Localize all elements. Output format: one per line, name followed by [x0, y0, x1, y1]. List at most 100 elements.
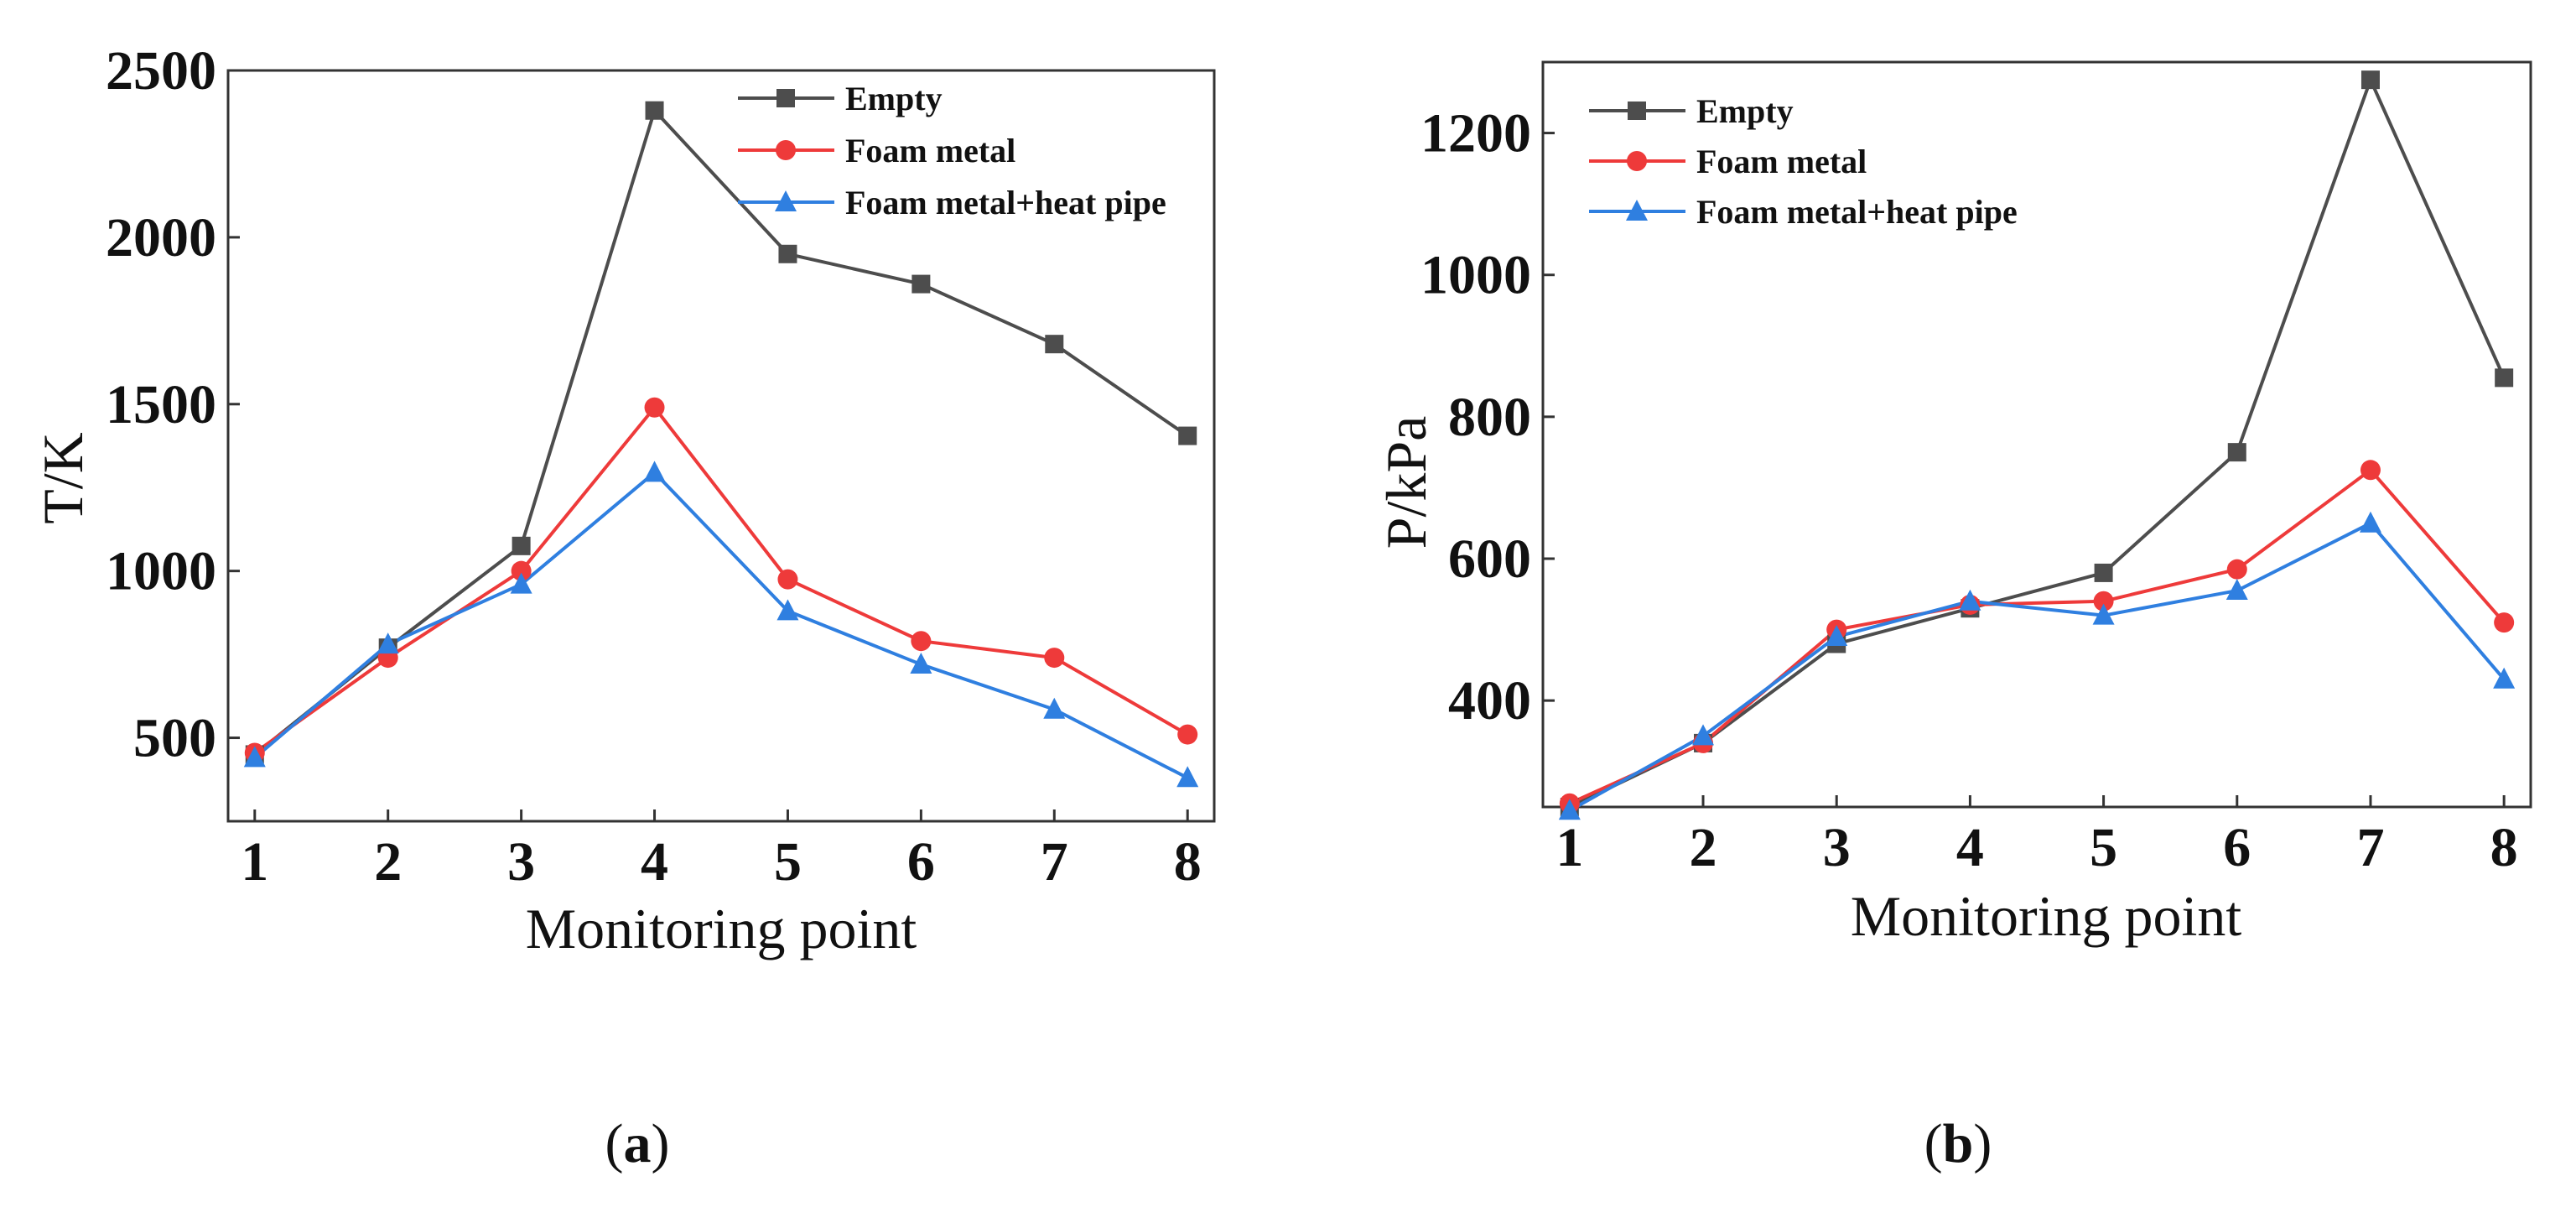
- chart-b-y-tick-label: 1200: [1420, 103, 1531, 164]
- chart-b-markers: [1558, 70, 2516, 820]
- chart-b-x-tick-label: 2: [1690, 817, 1717, 878]
- chart-a-y-tick-label: 2500: [106, 40, 216, 102]
- chart-a-legend-label: Foam metal+heat pipe: [845, 184, 1166, 221]
- chart-a-y-axis-label: T/K: [31, 432, 95, 524]
- chart-b-x-tick-label: 7: [2356, 817, 2384, 878]
- chart-b-x-tick-label: 3: [1823, 817, 1851, 878]
- chart-b-x-tick-label: 4: [1956, 817, 1984, 878]
- chart-b-plot-frame: [1541, 60, 2532, 809]
- chart-a-legend-marker: [775, 190, 797, 211]
- chart-b-point: [2495, 368, 2514, 388]
- chart-a-point: [510, 572, 532, 594]
- panel-label-b: (b): [1924, 1113, 1992, 1174]
- chart-b: 400 600 800 1000 1200 1 2 3 4 5 6 7 8 Monitoring po…: [1374, 60, 2532, 948]
- chart-a-point: [911, 274, 931, 294]
- chart-b-x-ticks: 1 2 3 4 5 6 7 8: [1555, 795, 2518, 878]
- chart-a-point: [776, 599, 799, 621]
- chart-a-legend: Empty Foam metal Foam metal+heat pipe: [738, 80, 1166, 221]
- chart-b-legend-marker: [1628, 102, 1646, 120]
- chart-a-x-tick-label: 4: [641, 831, 668, 893]
- chart-a-x-tick-label: 1: [241, 831, 268, 893]
- chart-a-x-axis-label: Monitoring point: [526, 897, 917, 960]
- chart-b-y-tick-label: 600: [1448, 528, 1531, 590]
- chart-a-legend-marker: [776, 89, 795, 107]
- chart-a-point: [1045, 335, 1064, 354]
- chart-b-y-tick-label: 1000: [1420, 245, 1531, 306]
- chart-b-point: [2360, 460, 2381, 481]
- chart-b-y-ticks: 400 600 800 1000 1200: [1420, 103, 1555, 731]
- chart-a-y-tick-label: 1500: [106, 374, 216, 435]
- panel-label-a-letter: a: [624, 1113, 652, 1174]
- chart-a-point: [512, 536, 531, 555]
- chart-b-y-tick-label: 800: [1448, 387, 1531, 448]
- chart-b-y-axis-label: P/kPa: [1374, 416, 1438, 549]
- chart-a-x-tick-label: 2: [374, 831, 402, 893]
- chart-b-legend-label: Foam metal: [1696, 143, 1867, 180]
- chart-b-point: [2226, 559, 2247, 580]
- chart-a: 500 1000 1500 2000 2500 1 2 3 4 5 6 7 8 Monitoring …: [31, 40, 1216, 960]
- chart-a-series-line-2: [253, 471, 1189, 780]
- chart-a-point: [377, 632, 399, 654]
- chart-a-point: [778, 244, 797, 263]
- chart-b-point: [2092, 603, 2115, 625]
- chart-b-point: [2227, 443, 2246, 462]
- chart-a-x-tick-label: 8: [1174, 831, 1202, 893]
- chart-b-point: [2494, 612, 2515, 633]
- chart-a-x-tick-label: 5: [774, 831, 802, 893]
- chart-b-point: [2225, 579, 2248, 601]
- panel-label-a-open: (: [605, 1113, 624, 1174]
- chart-b-x-tick-label: 1: [1555, 817, 1583, 878]
- chart-b-series-line-0: [1568, 78, 2506, 809]
- chart-a-legend-label: Foam metal: [845, 132, 1015, 169]
- panel-label-b-close: ): [1973, 1113, 1992, 1174]
- panel-label-b-letter: b: [1943, 1113, 1974, 1174]
- chart-a-plot-frame: [226, 69, 1216, 823]
- chart-b-x-tick-label: 8: [2490, 817, 2518, 878]
- chart-a-markers: [243, 101, 1199, 788]
- chart-a-y-tick-label: 1000: [106, 541, 216, 602]
- chart-a-y-ticks: 500 1000 1500 2000 2500: [106, 40, 240, 769]
- chart-b-legend-marker: [1627, 151, 1647, 171]
- chart-b-legend-label: Empty: [1696, 92, 1794, 130]
- chart-a-series-line-1: [253, 405, 1189, 755]
- chart-a-legend-marker: [776, 140, 796, 160]
- chart-b-series-line-1: [1569, 468, 2506, 805]
- chart-a-point: [1176, 766, 1199, 788]
- chart-b-point: [2359, 511, 2381, 533]
- chart-a-point: [643, 461, 666, 482]
- chart-a-legend-label: Empty: [845, 80, 943, 117]
- chart-b-x-tick-label: 5: [2090, 817, 2117, 878]
- chart-a-point: [910, 653, 932, 674]
- chart-b-point: [2360, 70, 2380, 90]
- chart-a-series-line-0: [253, 108, 1189, 757]
- chart-b-point: [2094, 563, 2113, 582]
- chart-a-x-tick-label: 6: [907, 831, 935, 893]
- chart-a-point: [777, 569, 798, 590]
- chart-b-series-lines: [1568, 78, 2506, 812]
- chart-a-point: [511, 560, 532, 581]
- chart-a-point: [243, 746, 266, 768]
- chart-b-x-tick-label: 6: [2223, 817, 2251, 878]
- chart-b-legend: Empty Foam metal Foam metal+heat pipe: [1589, 92, 2018, 231]
- chart-b-point: [1558, 799, 1581, 820]
- chart-a-point: [645, 101, 664, 120]
- chart-b-point: [2493, 667, 2516, 689]
- chart-a-x-ticks: 1 2 3 4 5 6 7 8: [241, 809, 1202, 893]
- chart-a-y-tick-label: 500: [133, 708, 216, 769]
- panel-label-a: (a): [605, 1113, 670, 1174]
- chart-a-x-tick-label: 7: [1041, 831, 1068, 893]
- chart-b-legend-marker: [1626, 200, 1648, 221]
- chart-b-series-line-2: [1568, 521, 2506, 812]
- chart-a-point: [1177, 724, 1198, 745]
- chart-a-point: [911, 631, 932, 652]
- chart-a-x-tick-label: 3: [507, 831, 535, 893]
- chart-b-y-tick-label: 400: [1448, 670, 1531, 731]
- chart-b-point: [2093, 591, 2114, 612]
- chart-b-legend-label: Foam metal+heat pipe: [1696, 193, 2018, 231]
- chart-b-point: [1959, 589, 1981, 611]
- chart-b-point: [1692, 724, 1715, 746]
- chart-b-x-axis-label: Monitoring point: [1851, 884, 2242, 948]
- chart-a-series-lines: [253, 108, 1189, 780]
- chart-a-point: [644, 397, 665, 418]
